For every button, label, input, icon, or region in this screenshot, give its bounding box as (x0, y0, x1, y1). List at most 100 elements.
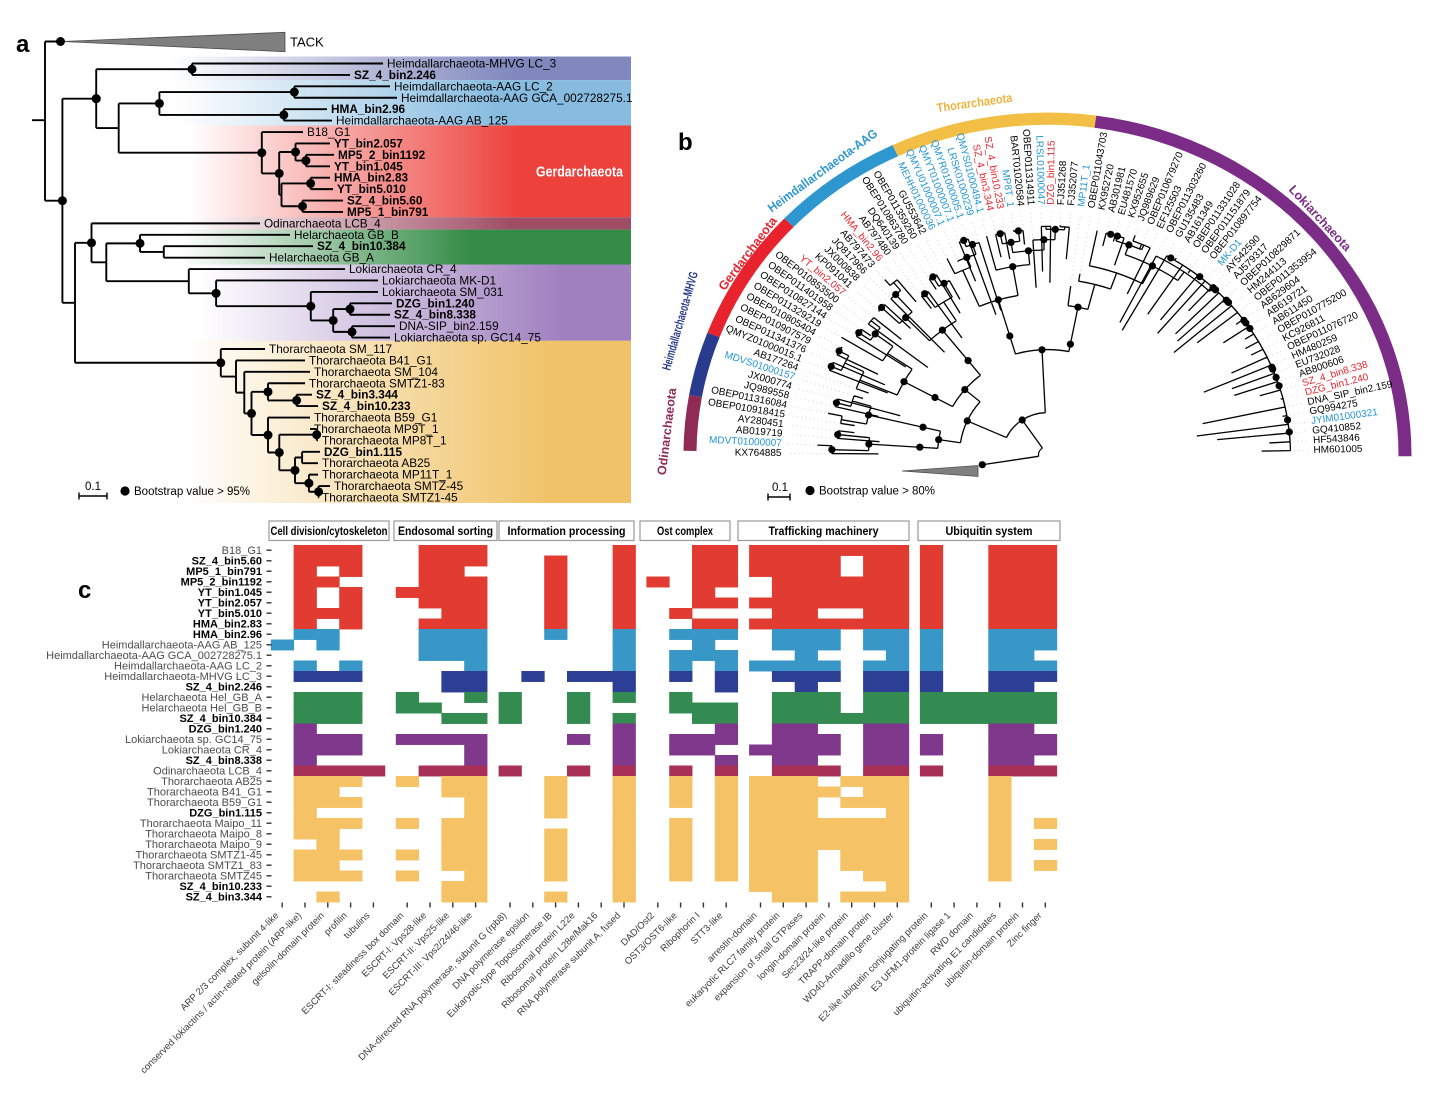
svg-text:Bootstrap value > 95%: Bootstrap value > 95% (134, 486, 250, 498)
svg-text:HMA_bin2.96: HMA_bin2.96 (193, 629, 262, 641)
svg-text:Thorarchaeota SMTZ1-45: Thorarchaeota SMTZ1-45 (135, 849, 262, 861)
svg-text:Gerdarchaeota: Gerdarchaeota (536, 164, 624, 181)
svg-text:MP5_2_bin1192: MP5_2_bin1192 (181, 576, 262, 588)
svg-text:HF543846: HF543846 (1313, 433, 1361, 447)
svg-text:SZ_4_bin8.338: SZ_4_bin8.338 (394, 308, 476, 322)
svg-text:Heimdallarchaeota-MHVG LC_3: Heimdallarchaeota-MHVG LC_3 (387, 57, 557, 71)
svg-text:YT_bin1.045: YT_bin1.045 (334, 159, 403, 173)
svg-text:Thorarchaeota B59_G1: Thorarchaeota B59_G1 (314, 411, 437, 425)
svg-text:SZ_4_bin3.344: SZ_4_bin3.344 (316, 388, 398, 402)
svg-text:Lokiarchaeota SM_031: Lokiarchaeota SM_031 (382, 285, 503, 299)
svg-text:Helarchaeota GB_A: Helarchaeota GB_A (269, 251, 374, 265)
svg-text:0.1: 0.1 (772, 482, 788, 494)
svg-text:Thorarchaeota SMTZ1-45: Thorarchaeota SMTZ1-45 (322, 491, 458, 505)
svg-text:Helarchaeota GB_B: Helarchaeota GB_B (294, 228, 399, 242)
svg-text:Heimdallarchaeota-AAG AB_125: Heimdallarchaeota-AAG AB_125 (336, 114, 508, 128)
svg-text:SZ_4_bin5.60: SZ_4_bin5.60 (192, 555, 262, 567)
svg-text:Bootstrap value > 80%: Bootstrap value > 80% (819, 486, 935, 498)
svg-text:DZG_bin1.240: DZG_bin1.240 (189, 723, 262, 735)
svg-text:B18_G1: B18_G1 (307, 125, 350, 139)
svg-text:LRSL01000047: LRSL01000047 (1033, 135, 1046, 205)
svg-text:FJ352077: FJ352077 (1066, 161, 1081, 207)
svg-text:HMA_bin2.96: HMA_bin2.96 (331, 102, 406, 116)
svg-text:Ubiquitin system: Ubiquitin system (946, 524, 1033, 538)
svg-text:Thorarchaeota Maipo_9: Thorarchaeota Maipo_9 (145, 839, 262, 851)
svg-text:Ost complex: Ost complex (657, 524, 713, 538)
svg-text:Thorarchaeota AB25: Thorarchaeota AB25 (161, 776, 262, 788)
svg-text:Thorarchaeota SM_117: Thorarchaeota SM_117 (269, 342, 392, 356)
svg-text:Thorarchaeota Maipo_11: Thorarchaeota Maipo_11 (140, 818, 262, 830)
svg-text:Thorarchaeota B59_G1: Thorarchaeota B59_G1 (147, 797, 262, 809)
svg-text:SZ_4_bin2.246: SZ_4_bin2.246 (186, 681, 262, 693)
svg-text:TACK: TACK (290, 35, 324, 50)
svg-text:Thorarchaeota Maipo_8: Thorarchaeota Maipo_8 (145, 828, 262, 840)
svg-text:a: a (16, 31, 30, 58)
svg-text:Lokiarchaeota CR_4: Lokiarchaeota CR_4 (349, 262, 457, 276)
svg-text:Thorarchaeota SMTZ45: Thorarchaeota SMTZ45 (145, 870, 262, 882)
svg-text:Thorarchaeota SMTZ1-83: Thorarchaeota SMTZ1-83 (309, 376, 445, 390)
svg-text:Thorarchaeota B41_G1: Thorarchaeota B41_G1 (147, 786, 262, 798)
svg-text:MP11T_1: MP11T_1 (1076, 163, 1092, 207)
svg-text:Lokiarchaeota CR_4: Lokiarchaeota CR_4 (162, 744, 262, 756)
svg-text:MP5_2_bin1192: MP5_2_bin1192 (338, 148, 426, 162)
svg-text:Thorarchaeota SM_104: Thorarchaeota SM_104 (314, 365, 438, 379)
svg-text:YT_bin5.010: YT_bin5.010 (337, 182, 406, 196)
svg-text:Odinarchaeota LCB_4: Odinarchaeota LCB_4 (153, 765, 262, 777)
svg-text:B18_G1: B18_G1 (222, 545, 262, 557)
svg-text:SZ_4_bin10.384: SZ_4_bin10.384 (317, 239, 406, 253)
svg-text:DZG_bin1.115: DZG_bin1.115 (324, 445, 402, 459)
svg-text:Heimdallarchaeota-AAG LC_2: Heimdallarchaeota-AAG LC_2 (394, 79, 553, 93)
svg-text:0.1: 0.1 (85, 481, 101, 493)
svg-text:SZ_4_bin10.384: SZ_4_bin10.384 (179, 713, 262, 725)
svg-text:Thorarchaeota MP8T_1: Thorarchaeota MP8T_1 (322, 433, 447, 447)
svg-text:Lokiarchaeota sp. GC14_75: Lokiarchaeota sp. GC14_75 (394, 331, 541, 345)
svg-text:HMA_bin2.83: HMA_bin2.83 (334, 171, 409, 185)
svg-text:YT_bin2.057: YT_bin2.057 (198, 597, 262, 609)
svg-text:DZG_bin1.240: DZG_bin1.240 (396, 296, 475, 310)
svg-text:Thorarchaeota MP11T_1: Thorarchaeota MP11T_1 (322, 468, 452, 482)
svg-text:SZ_4_bin8.338: SZ_4_bin8.338 (186, 755, 262, 767)
svg-text:MP5_1_bin791: MP5_1_bin791 (347, 205, 429, 219)
svg-text:Endosomal sorting: Endosomal sorting (398, 524, 493, 538)
svg-text:YT_bin1.045: YT_bin1.045 (198, 587, 262, 599)
svg-text:MDVT01000007: MDVT01000007 (709, 435, 783, 449)
svg-text:Thorarchaeota AB25: Thorarchaeota AB25 (322, 456, 431, 470)
svg-text:Heimdallarchaeota-MHVG LC_3: Heimdallarchaeota-MHVG LC_3 (104, 671, 262, 683)
svg-text:Heimdallarchaeota-AAG GCA_0027: Heimdallarchaeota-AAG GCA_002728275.1 (401, 91, 633, 105)
svg-text:YT_bin5.010: YT_bin5.010 (198, 608, 262, 620)
svg-text:Odinarchaeota LCB_4: Odinarchaeota LCB_4 (264, 216, 381, 230)
svg-text:Cell division/cytoskeleton: Cell division/cytoskeleton (271, 524, 388, 538)
svg-text:GQ410852: GQ410852 (1312, 421, 1362, 437)
svg-text:Heimdallarchaeota-AAG GCA_0027: Heimdallarchaeota-AAG GCA_002728275.1 (46, 650, 262, 662)
svg-text:OBEP011314911: OBEP011314911 (1020, 129, 1036, 206)
svg-text:MP5_1_bin791: MP5_1_bin791 (186, 566, 262, 578)
svg-text:Thorarchaeota B41_G1: Thorarchaeota B41_G1 (309, 353, 432, 367)
svg-text:HM601005: HM601005 (1313, 444, 1363, 456)
svg-text:c: c (78, 577, 91, 604)
svg-text:b: b (678, 129, 693, 156)
svg-text:Lokiarchaeota sp. GC14_75: Lokiarchaeota sp. GC14_75 (125, 734, 262, 746)
svg-text:Helarchaeota Hel_GB_B: Helarchaeota Hel_GB_B (142, 702, 262, 714)
svg-text:YT_bin2.057: YT_bin2.057 (334, 136, 403, 150)
svg-text:Thorarchaeota MP9T_1: Thorarchaeota MP9T_1 (314, 422, 439, 436)
svg-text:Thorarchaeota SMTZ1_83: Thorarchaeota SMTZ1_83 (133, 860, 262, 872)
svg-text:Helarchaeota Hel_GB_A: Helarchaeota Hel_GB_A (142, 692, 263, 704)
svg-text:DNA-SIP_bin2.159: DNA-SIP_bin2.159 (399, 319, 499, 333)
svg-text:SZ_4_bin10.233: SZ_4_bin10.233 (322, 399, 411, 413)
svg-text:SZ_4_bin2.246: SZ_4_bin2.246 (354, 68, 436, 82)
svg-text:AB019719: AB019719 (735, 425, 783, 440)
svg-text:DZG_bin1.115: DZG_bin1.115 (1046, 140, 1058, 205)
svg-text:Lokiarchaeota MK-D1: Lokiarchaeota MK-D1 (382, 274, 496, 288)
svg-text:SZ_4_bin3.344: SZ_4_bin3.344 (186, 891, 263, 903)
svg-text:KX764885: KX764885 (735, 448, 782, 459)
svg-text:SZ_4_bin5.60: SZ_4_bin5.60 (347, 194, 423, 208)
svg-text:Trafficking machinery: Trafficking machinery (769, 524, 879, 538)
svg-text:Information processing: Information processing (508, 524, 626, 538)
svg-text:MP8T_1: MP8T_1 (999, 169, 1015, 208)
svg-text:FJ351268: FJ351268 (1056, 160, 1069, 205)
svg-text:HMA_bin2.83: HMA_bin2.83 (193, 618, 262, 630)
svg-text:DZG_bin1.115: DZG_bin1.115 (189, 807, 262, 819)
svg-text:Thorarchaeota SMTZ-45: Thorarchaeota SMTZ-45 (334, 479, 464, 493)
svg-text:Heimdallarchaeota-AAG LC_2: Heimdallarchaeota-AAG LC_2 (114, 660, 262, 672)
svg-text:Heimdallarchaeota-AAG AB_125: Heimdallarchaeota-AAG AB_125 (102, 639, 262, 651)
